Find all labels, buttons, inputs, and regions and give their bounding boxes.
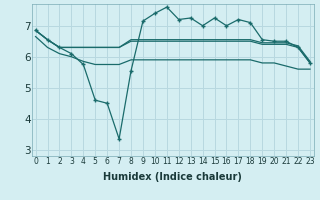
X-axis label: Humidex (Indice chaleur): Humidex (Indice chaleur) (103, 172, 242, 182)
